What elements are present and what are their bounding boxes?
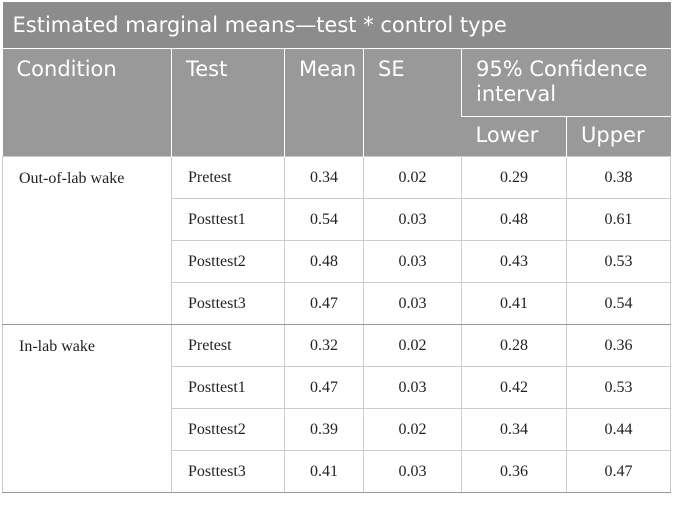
table-row: Out-of-lab wake Pretest 0.34 0.02 0.29 0… xyxy=(2,156,672,325)
table-row: Posttest2 0.48 0.03 0.43 0.53 xyxy=(3,240,672,283)
upper-cell: 0.54 xyxy=(565,282,672,325)
upper-cell: 0.36 xyxy=(565,324,672,367)
lower-cell: 0.28 xyxy=(461,324,567,367)
mean-cell: 0.47 xyxy=(284,282,364,325)
marginal-means-table: Estimated marginal means—test * control … xyxy=(2,2,672,493)
se-cell: 0.02 xyxy=(363,156,462,199)
se-cell: 0.03 xyxy=(363,198,462,241)
lower-cell: 0.43 xyxy=(461,240,567,283)
se-cell: 0.03 xyxy=(363,366,462,409)
mean-cell: 0.32 xyxy=(284,324,364,367)
se-cell: 0.02 xyxy=(363,408,462,451)
se-cell: 0.02 xyxy=(363,324,462,367)
test-cell: Posttest1 xyxy=(171,198,285,241)
header-upper: Upper xyxy=(565,116,671,157)
test-cell: Posttest3 xyxy=(171,282,285,325)
table-row: Posttest2 0.39 0.02 0.34 0.44 xyxy=(3,408,672,451)
test-cell: Pretest xyxy=(171,324,285,367)
se-cell: 0.03 xyxy=(363,450,462,493)
test-cell: Pretest xyxy=(171,156,285,199)
mean-cell: 0.34 xyxy=(284,156,364,199)
table-row: Posttest1 0.47 0.03 0.42 0.53 xyxy=(3,366,672,409)
se-cell: 0.03 xyxy=(363,240,462,283)
condition-cell: Out-of-lab wake xyxy=(2,156,172,325)
header-lower: Lower xyxy=(461,116,567,157)
upper-cell: 0.38 xyxy=(565,156,672,199)
table-row: In-lab wake Pretest 0.32 0.02 0.28 0.36 xyxy=(2,324,672,493)
upper-cell: 0.53 xyxy=(565,240,672,283)
header-mean: Mean xyxy=(284,48,364,157)
table-row: Posttest1 0.54 0.03 0.48 0.61 xyxy=(3,198,672,241)
upper-cell: 0.44 xyxy=(565,408,672,451)
header-condition: Condition xyxy=(2,48,172,157)
lower-cell: 0.34 xyxy=(461,408,567,451)
header-test: Test xyxy=(171,48,285,157)
upper-cell: 0.53 xyxy=(565,366,672,409)
upper-cell: 0.61 xyxy=(565,198,672,241)
header-se: SE xyxy=(363,48,462,157)
mean-cell: 0.47 xyxy=(284,366,364,409)
table-title: Estimated marginal means—test * control … xyxy=(2,2,671,49)
header-confidence-interval: 95% Confidence interval xyxy=(460,48,671,117)
mean-cell: 0.48 xyxy=(284,240,364,283)
lower-cell: 0.42 xyxy=(461,366,567,409)
lower-cell: 0.36 xyxy=(461,450,567,493)
table-row: Posttest3 0.47 0.03 0.41 0.54 xyxy=(3,282,672,325)
test-cell: Posttest3 xyxy=(171,450,285,493)
mean-cell: 0.41 xyxy=(284,450,364,493)
test-cell: Posttest1 xyxy=(171,366,285,409)
test-cell: Posttest2 xyxy=(171,240,285,283)
table-row: Posttest3 0.41 0.03 0.36 0.47 xyxy=(3,450,672,493)
lower-cell: 0.41 xyxy=(461,282,567,325)
lower-cell: 0.48 xyxy=(461,198,567,241)
test-cell: Posttest2 xyxy=(171,408,285,451)
condition-cell: In-lab wake xyxy=(2,324,172,493)
mean-cell: 0.54 xyxy=(284,198,364,241)
lower-cell: 0.29 xyxy=(461,156,567,199)
upper-cell: 0.47 xyxy=(565,450,672,493)
mean-cell: 0.39 xyxy=(284,408,364,451)
se-cell: 0.03 xyxy=(363,282,462,325)
